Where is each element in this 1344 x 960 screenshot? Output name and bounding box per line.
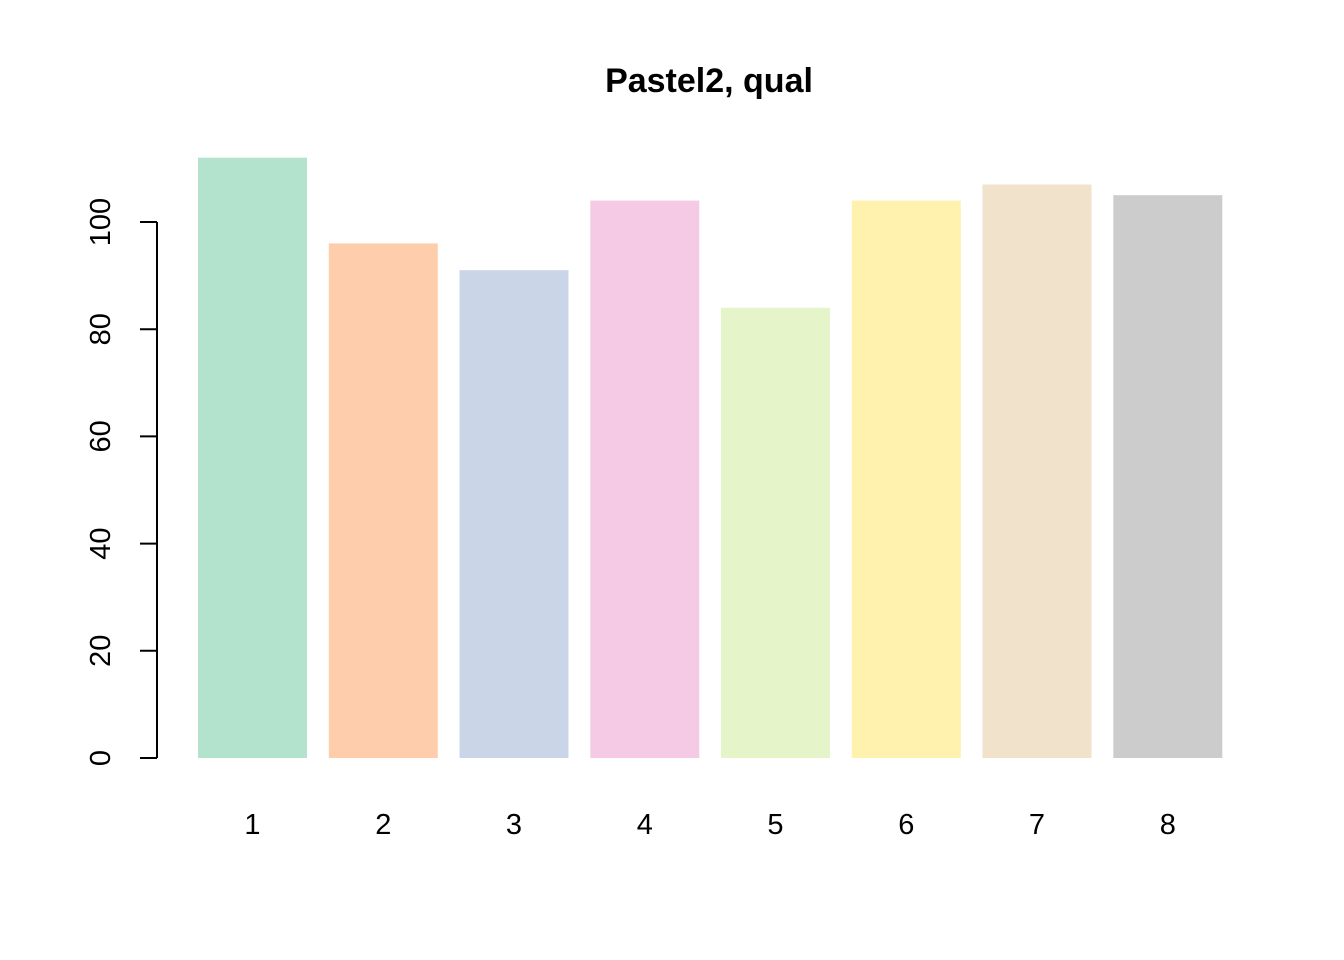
y-tick-label-40: 40	[85, 527, 117, 559]
x-tick-label-1: 1	[244, 809, 260, 841]
bar-8	[1113, 195, 1223, 758]
x-tick-label-7: 7	[1029, 809, 1045, 841]
y-tick-label-60: 60	[85, 420, 117, 452]
bar-1	[198, 157, 307, 758]
chart-title: Pastel2, qual	[605, 62, 813, 100]
bar-4	[590, 200, 700, 759]
x-tick-label-5: 5	[767, 809, 783, 841]
x-tick-label-3: 3	[506, 809, 522, 841]
y-tick-label-0: 0	[85, 750, 117, 766]
y-axis: 0 20 40 60 80 100	[85, 198, 158, 766]
bar-7	[982, 184, 1092, 758]
x-axis-labels: 1 2 3 4 5 6 7 8	[244, 809, 1175, 841]
x-tick-label-2: 2	[375, 809, 391, 841]
y-tick-label-80: 80	[85, 313, 117, 345]
bar-3	[459, 270, 569, 758]
bars-group	[198, 157, 1223, 759]
bar-6	[851, 200, 961, 759]
x-tick-label-6: 6	[898, 809, 914, 841]
bar-2	[328, 243, 438, 758]
x-tick-label-8: 8	[1160, 809, 1176, 841]
y-tick-label-20: 20	[85, 635, 117, 667]
bar-5	[721, 307, 830, 758]
y-tick-label-100: 100	[85, 198, 117, 246]
x-tick-label-4: 4	[637, 809, 653, 841]
